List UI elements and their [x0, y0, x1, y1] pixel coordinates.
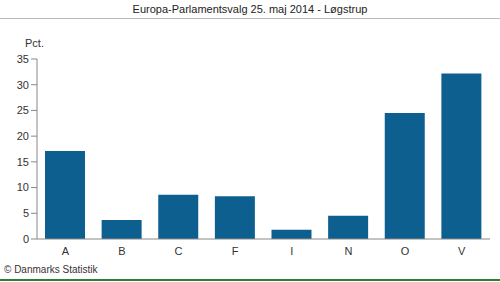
- svg-text:15: 15: [17, 156, 29, 168]
- svg-text:C: C: [175, 245, 183, 257]
- svg-text:30: 30: [17, 79, 29, 91]
- svg-text:O: O: [401, 245, 410, 257]
- svg-text:V: V: [458, 245, 466, 257]
- svg-text:F: F: [232, 245, 239, 257]
- svg-text:5: 5: [23, 207, 29, 219]
- svg-text:35: 35: [17, 53, 29, 65]
- svg-text:B: B: [118, 245, 125, 257]
- svg-text:25: 25: [17, 104, 29, 116]
- svg-text:0: 0: [23, 233, 29, 245]
- svg-text:20: 20: [17, 130, 29, 142]
- svg-text:10: 10: [17, 181, 29, 193]
- svg-text:I: I: [290, 245, 293, 257]
- html-text:Pct.: Pct.: [25, 37, 44, 49]
- svg-text:N: N: [344, 245, 352, 257]
- html-text:Europa-Parlamentsvalg 25. maj: Europa-Parlamentsvalg 25. maj 2014 - Løg…: [132, 3, 368, 15]
- html-text:© Danmarks Statistik: © Danmarks Statistik: [4, 264, 98, 275]
- svg-text:A: A: [62, 245, 70, 257]
